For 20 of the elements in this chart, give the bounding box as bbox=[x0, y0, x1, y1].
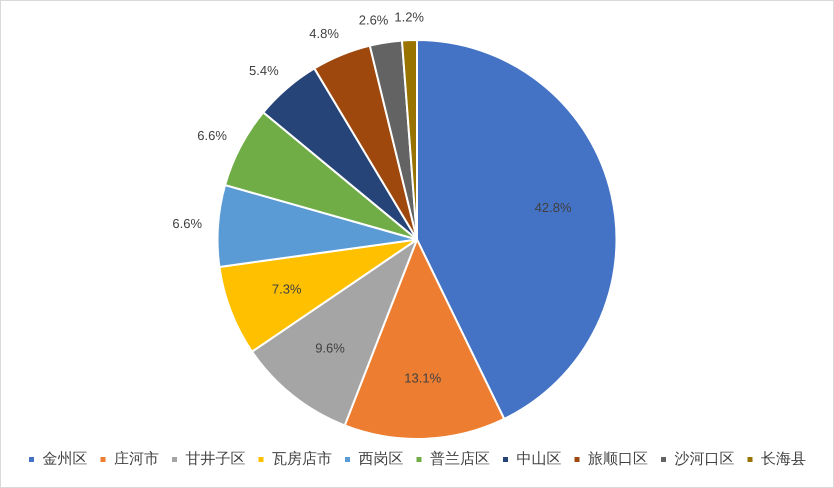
legend-label: 普兰店区 bbox=[430, 450, 490, 468]
legend-label: 旅顺口区 bbox=[588, 450, 648, 468]
legend-label: 长海县 bbox=[761, 450, 806, 468]
data-label: 6.6% bbox=[197, 128, 228, 144]
data-label: 9.6% bbox=[315, 340, 346, 356]
legend-label: 西岗区 bbox=[358, 450, 404, 468]
data-label: 2.6% bbox=[358, 12, 389, 28]
data-label: 1.2% bbox=[394, 10, 424, 25]
data-label: 6.6% bbox=[172, 216, 202, 231]
legend-label: 庄河市 bbox=[114, 450, 159, 468]
data-label: 4.8% bbox=[309, 26, 340, 42]
data-label: 13.1% bbox=[404, 370, 442, 386]
legend-label: 瓦房店市 bbox=[272, 450, 332, 468]
data-label: 5.4% bbox=[248, 63, 280, 78]
legend-label: 中山区 bbox=[516, 450, 562, 468]
legend-label: 甘井子区 bbox=[186, 450, 246, 468]
data-label: 7.3% bbox=[272, 281, 302, 296]
data-label: 42.8% bbox=[534, 200, 572, 215]
legend-label: 金州区 bbox=[42, 450, 88, 468]
legend-label: 沙河口区 bbox=[674, 450, 734, 468]
